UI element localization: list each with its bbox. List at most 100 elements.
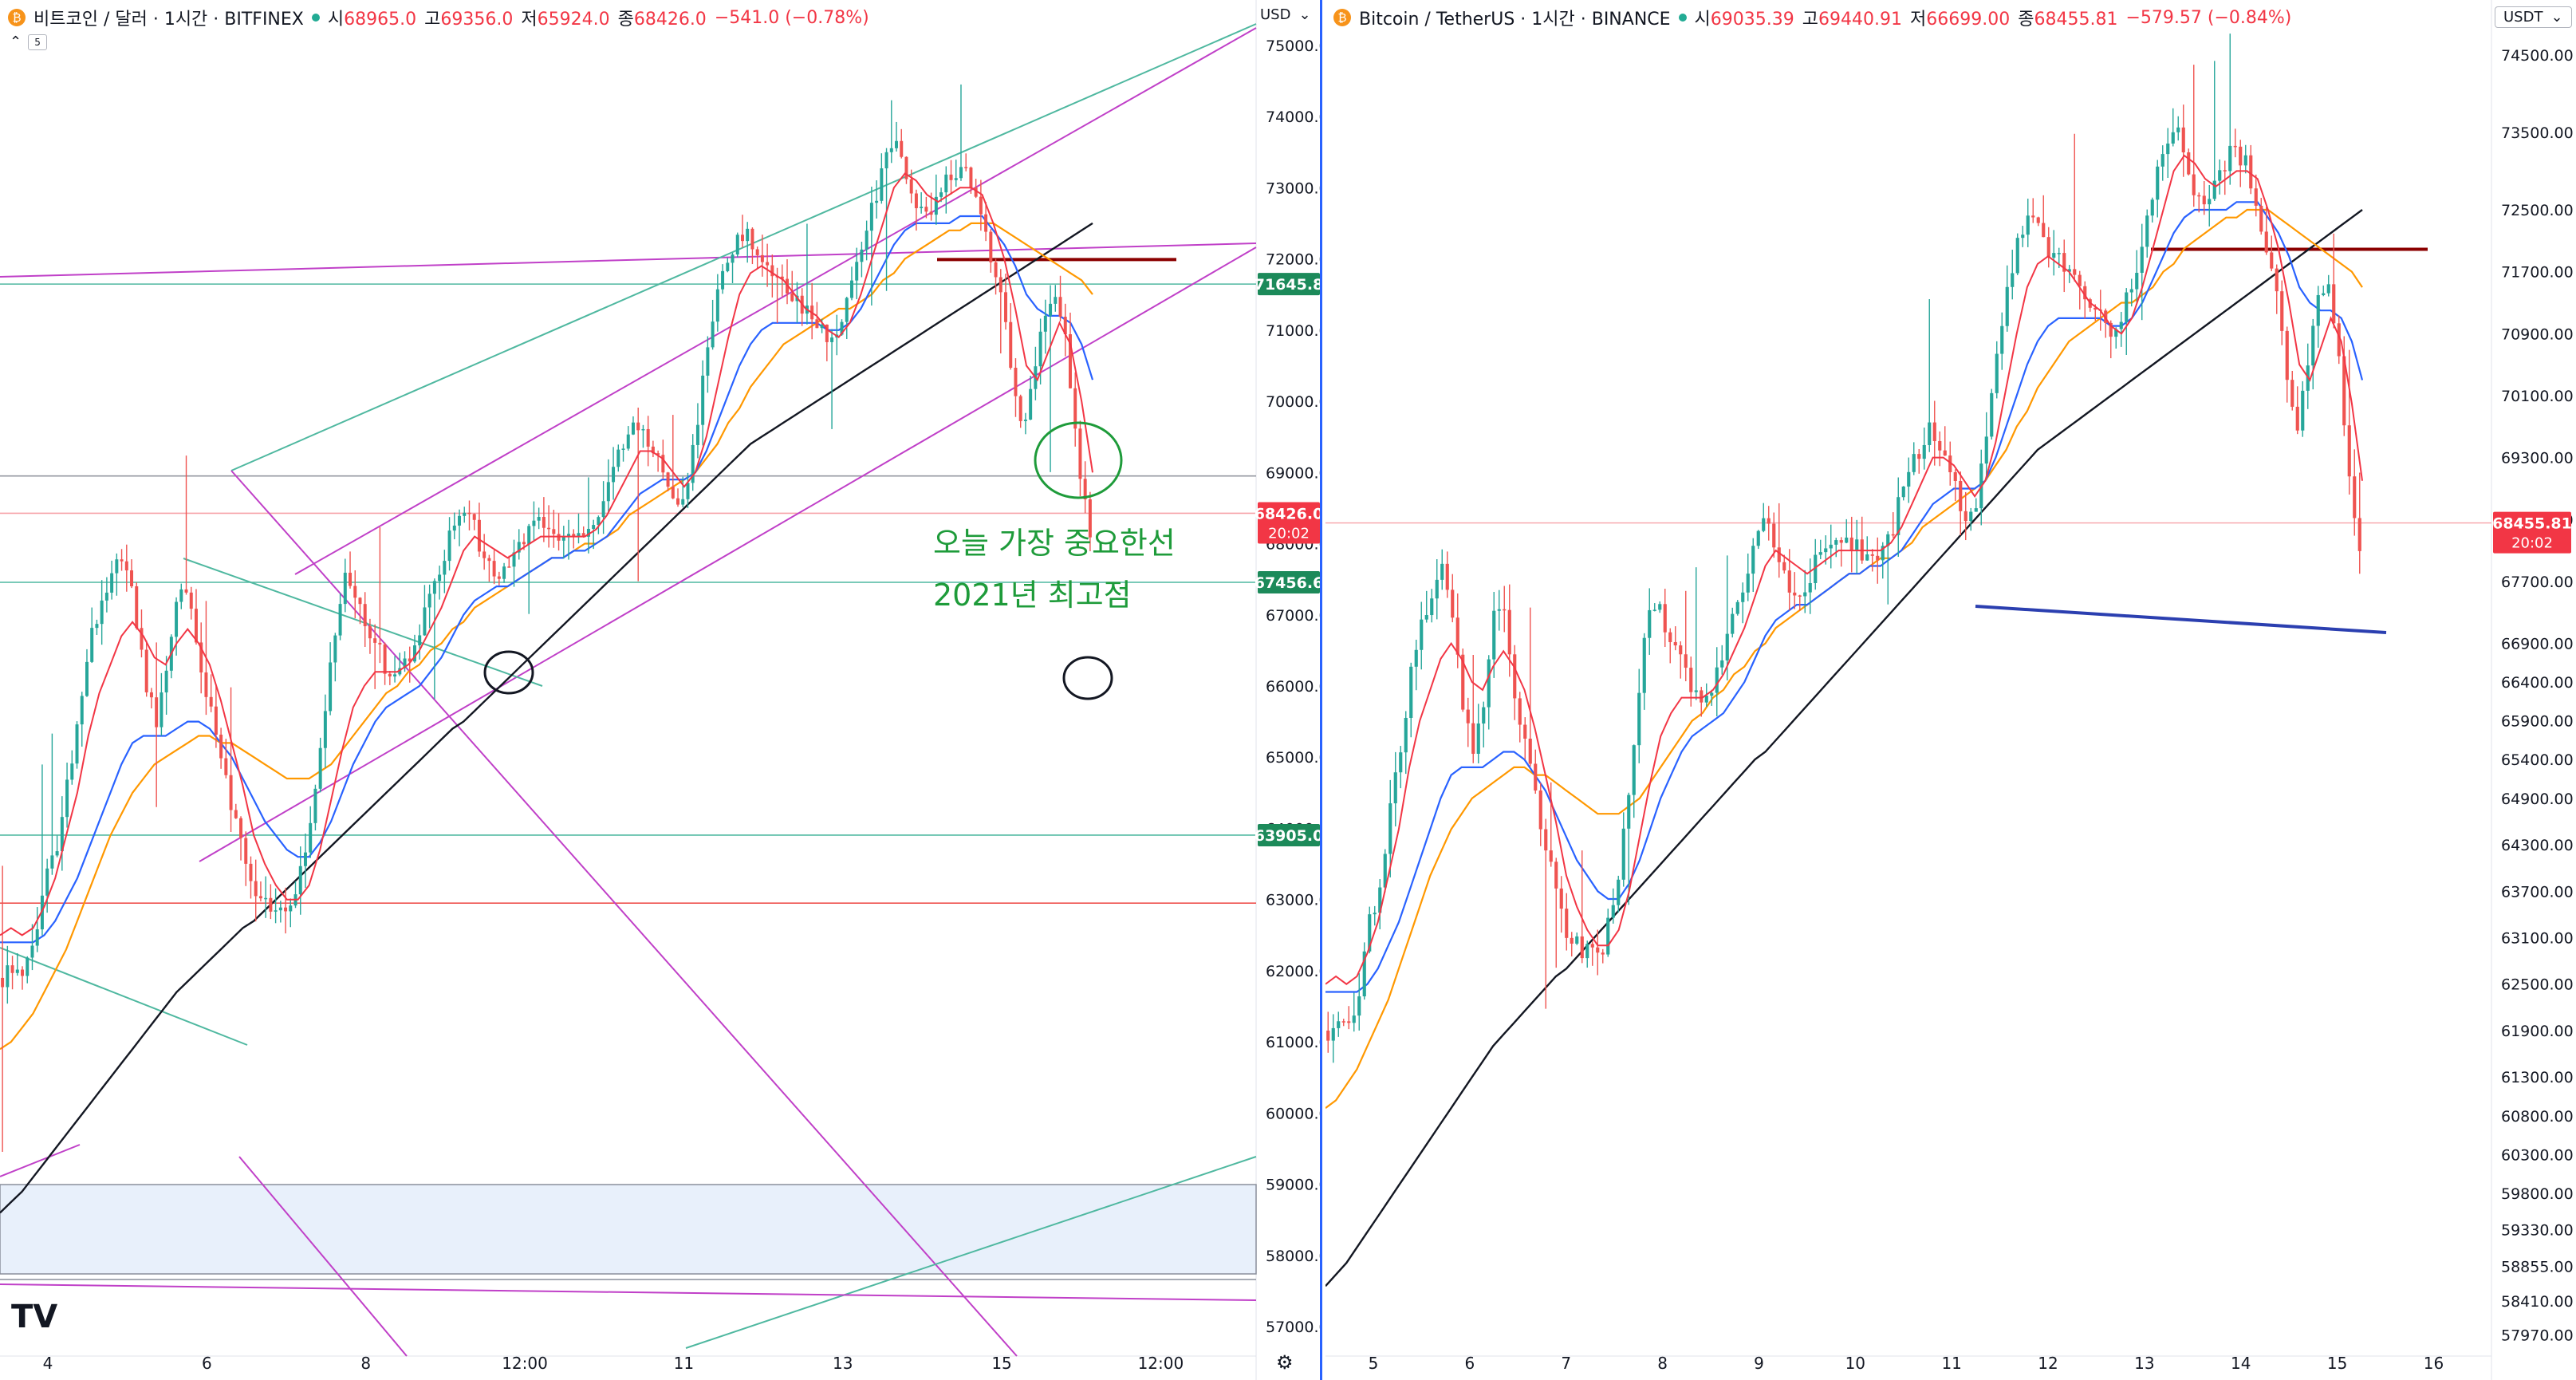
trendline-teal-left[interactable]: [0, 947, 248, 1046]
trendline-teal-mid[interactable]: [183, 558, 543, 687]
candle-body: [383, 644, 387, 674]
trendline-purple-bottom[interactable]: [0, 1283, 1257, 1301]
candle-body: [855, 262, 859, 281]
settings-icon[interactable]: ⚙: [1276, 1351, 1294, 1374]
candle-body: [944, 174, 948, 193]
tradingview-logo[interactable]: TV: [11, 1299, 58, 1335]
candle-body: [994, 262, 998, 278]
candle-body: [1362, 951, 1366, 997]
candle-body: [735, 235, 739, 255]
candle-body: [2125, 292, 2129, 322]
right-chart-canvas[interactable]: 57970.00 58410.00 58855.00 59330.00 59800.00…: [1325, 0, 2576, 1380]
trendline-purple-diag[interactable]: [230, 470, 1018, 1357]
candle-body: [2347, 425, 2351, 477]
trendline-purple-upper[interactable]: [294, 27, 1257, 575]
price-axis[interactable]: [1256, 0, 1320, 1380]
candle-body: [21, 969, 25, 976]
left-chart-panel[interactable]: 57000.0 58000.0 59000.0 60000.0 61000.0 62000…: [0, 0, 1322, 1380]
candle-body: [1673, 641, 1677, 646]
candle-body: [606, 482, 610, 502]
currency-selector[interactable]: USD ⌄: [1260, 6, 1311, 23]
price-badge-level[interactable]: [1258, 571, 1320, 594]
candle-body: [1632, 745, 1636, 795]
trendline-teal-upper[interactable]: [230, 23, 1257, 471]
candle-body: [939, 192, 943, 197]
candle-body: [760, 254, 764, 262]
candle-body: [1538, 790, 1542, 830]
candle-body: [815, 319, 819, 329]
candle-body: [1767, 518, 1771, 524]
ma-slow-line: [0, 222, 1093, 1051]
candle-body: [1710, 692, 1714, 696]
candle-body: [2140, 246, 2144, 274]
indicator-toggle[interactable]: ⌃ 5: [10, 34, 48, 50]
candle-body: [1341, 1021, 1345, 1023]
candle-body: [209, 696, 213, 707]
candle-body: [100, 600, 104, 625]
right-chart-panel[interactable]: 57970.00 58410.00 58855.00 59330.00 59800.00…: [1325, 0, 2576, 1380]
candle-body: [586, 529, 590, 537]
chevron-up-icon[interactable]: ⌃: [10, 34, 22, 50]
candle-body: [2208, 199, 2212, 205]
price-badge-level[interactable]: [1258, 823, 1320, 846]
candle-body: [2326, 284, 2330, 294]
candle-body: [2239, 146, 2243, 166]
candle-body: [388, 673, 392, 676]
candle-body: [323, 711, 327, 748]
trendline-purple-lower[interactable]: [199, 246, 1257, 862]
highlight-circle-left[interactable]: [483, 650, 534, 695]
candle-body: [1331, 1027, 1335, 1041]
trendline-purple-stub[interactable]: [0, 1144, 81, 1177]
candle-body: [140, 628, 144, 650]
trendline-teal-bottom[interactable]: [685, 1156, 1257, 1349]
candle-body: [636, 422, 640, 431]
candle-body: [1399, 752, 1403, 773]
symbol-title[interactable]: 비트코인 / 달러 · 1시간 · BITFINEX: [33, 10, 304, 30]
candle-body: [691, 444, 695, 483]
candle-body: [1409, 666, 1413, 718]
ohlc-high-label: 고: [1802, 10, 1819, 30]
price-badge-current[interactable]: [2493, 511, 2571, 554]
price-axis[interactable]: [2491, 0, 2576, 1380]
symbol-title[interactable]: Bitcoin / TetherUS · 1시간 · BINANCE: [1359, 10, 1671, 30]
trendline-support[interactable]: [1975, 605, 2387, 634]
y-tick-label: 74000.0: [1266, 108, 1320, 126]
candle-body: [1590, 944, 1594, 948]
y-tick-label: 57970.00: [2501, 1327, 2574, 1344]
y-tick-label: 63700.00: [2501, 883, 2574, 901]
trendline-purple-flat[interactable]: [0, 242, 1257, 278]
candle-body: [1482, 707, 1486, 724]
annotation-2021-high[interactable]: 2021년 최고점: [933, 578, 1132, 613]
candle-body: [561, 537, 565, 541]
candle-body: [527, 526, 531, 545]
candle-body: [1948, 455, 1952, 472]
price-badge-current[interactable]: [1258, 502, 1320, 544]
candle-body: [358, 597, 362, 605]
currency-selector[interactable]: USDT ⌄: [2495, 6, 2572, 28]
candle-body: [1725, 633, 1729, 660]
left-chart-canvas[interactable]: 57000.0 58000.0 59000.0 60000.0 61000.0 62000…: [0, 0, 1320, 1380]
ohlc-low-label: 저: [521, 10, 538, 30]
candle-body: [124, 561, 128, 571]
demand-zone[interactable]: [0, 1184, 1257, 1275]
candle-body: [2078, 274, 2082, 286]
candle-body: [477, 519, 481, 552]
price-badge-level[interactable]: [1258, 273, 1320, 296]
market-status-icon: [311, 14, 320, 22]
x-tick-label: 13: [2134, 1354, 2154, 1373]
highlight-circle-green[interactable]: [1034, 421, 1123, 499]
candle-body: [403, 658, 407, 668]
candle-body: [1503, 609, 1507, 611]
x-tick-label: 8: [1657, 1354, 1668, 1373]
candle-body: [393, 674, 397, 676]
candle-body: [1756, 530, 1760, 546]
candle-body: [130, 570, 134, 587]
candle-body: [920, 207, 924, 208]
candle-body: [661, 455, 665, 473]
trendline-purple-diag2[interactable]: [238, 1156, 408, 1357]
x-tick-label: 12:00: [502, 1354, 548, 1373]
candle-body: [884, 152, 888, 169]
candle-body: [264, 897, 268, 900]
annotation-important-line[interactable]: 오늘 가장 중요한선: [933, 526, 1176, 561]
highlight-circle-right[interactable]: [1062, 656, 1113, 700]
